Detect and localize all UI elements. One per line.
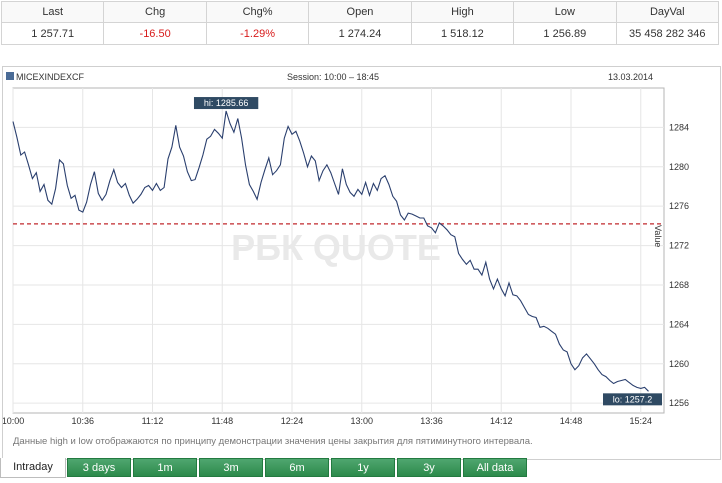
grid-lines (12, 88, 664, 413)
x-tick-label: 15:24 (629, 416, 652, 426)
y-tick-label: 1284 (669, 122, 689, 132)
y-axis-title: Value (653, 225, 663, 247)
x-tick-label: 14:12 (490, 416, 513, 426)
x-tick-label: 11:12 (142, 416, 164, 426)
x-axis-ticks: 10:00 10:36 11:12 11:48 12:24 13:00 13:36 14:12… (3, 416, 652, 426)
price-series (12, 110, 649, 392)
y-tick-label: 1264 (669, 319, 689, 329)
session-label: Session: 10:00 – 18:45 (287, 72, 379, 82)
date-label: 13.03.2014 (608, 72, 653, 82)
header-high: High (410, 1, 515, 23)
footnote-text: Данные high и low отображаются по принци… (13, 436, 533, 447)
hi-lo-annotations: hi: 1285.66 lo: 1257.2 (193, 97, 662, 406)
tab-1m[interactable]: 1m (133, 458, 197, 477)
value-open: 1 274.24 (308, 22, 412, 45)
header-last: Last (0, 1, 105, 23)
tab-6m[interactable]: 6m (265, 458, 329, 477)
x-tick-label: 10:36 (71, 416, 94, 426)
plot-area (12, 87, 665, 414)
header-low: Low (513, 1, 617, 23)
y-tick-label: 1260 (669, 359, 689, 369)
period-tab-bar: Intraday 3 days 1m 3m 6m 1y 3y All data (0, 458, 722, 483)
header-dayval: DayVal (615, 1, 720, 23)
header-open: Open (308, 1, 412, 23)
ticker-label: MICEXINDEXCF (16, 72, 85, 82)
y-tick-label: 1276 (669, 201, 689, 211)
y-tick-label: 1256 (669, 398, 689, 408)
value-chg-pct: -1.29% (205, 22, 310, 45)
series-color-swatch (6, 72, 14, 80)
intraday-line-chart[interactable]: MICEXINDEXCF Session: 10:00 – 18:45 13.0… (3, 67, 720, 459)
y-axis-ticks: 1256 1260 1264 1268 1272 1276 1280 1284 (669, 122, 689, 408)
tab-3y[interactable]: 3y (397, 458, 461, 477)
lo-label-text: lo: 1257.2 (613, 394, 653, 404)
tab-3m[interactable]: 3m (199, 458, 263, 477)
quote-summary-table: Last Chg Chg% Open High Low DayVal 1 257… (0, 1, 720, 45)
lo-label-box (603, 393, 662, 406)
watermark-logo: РБК QUOTE (231, 227, 441, 268)
tab-3-days[interactable]: 3 days (67, 458, 131, 477)
price-line (12, 110, 649, 392)
value-dayval: 35 458 282 346 (615, 22, 720, 45)
quote-value-row: 1 257.71 -16.50 -1.29% 1 274.24 1 518.12… (0, 22, 720, 45)
x-tick-label: 12:24 (281, 416, 304, 426)
hi-label-text: hi: 1285.66 (204, 98, 249, 108)
header-chg: Chg (103, 1, 207, 23)
y-tick-label: 1272 (669, 241, 689, 251)
x-tick-label: 13:36 (420, 416, 443, 426)
tab-all-data[interactable]: All data (463, 458, 527, 477)
tab-intraday[interactable]: Intraday (0, 458, 66, 478)
value-chg: -16.50 (103, 22, 207, 45)
quote-header-row: Last Chg Chg% Open High Low DayVal (0, 1, 720, 23)
hi-label-box (193, 97, 259, 110)
x-tick-label: 13:00 (350, 416, 373, 426)
chart-panel: MICEXINDEXCF Session: 10:00 – 18:45 13.0… (2, 66, 721, 460)
x-tick-label: 14:48 (560, 416, 583, 426)
y-tick-label: 1280 (669, 162, 689, 172)
header-chg-pct: Chg% (205, 1, 310, 23)
x-tick-label: 11:48 (211, 416, 233, 426)
value-high: 1 518.12 (410, 22, 515, 45)
tab-1y[interactable]: 1y (331, 458, 395, 477)
y-tick-label: 1268 (669, 280, 689, 290)
value-low: 1 256.89 (513, 22, 617, 45)
value-last: 1 257.71 (0, 22, 105, 45)
x-tick-label: 10:00 (3, 416, 24, 426)
